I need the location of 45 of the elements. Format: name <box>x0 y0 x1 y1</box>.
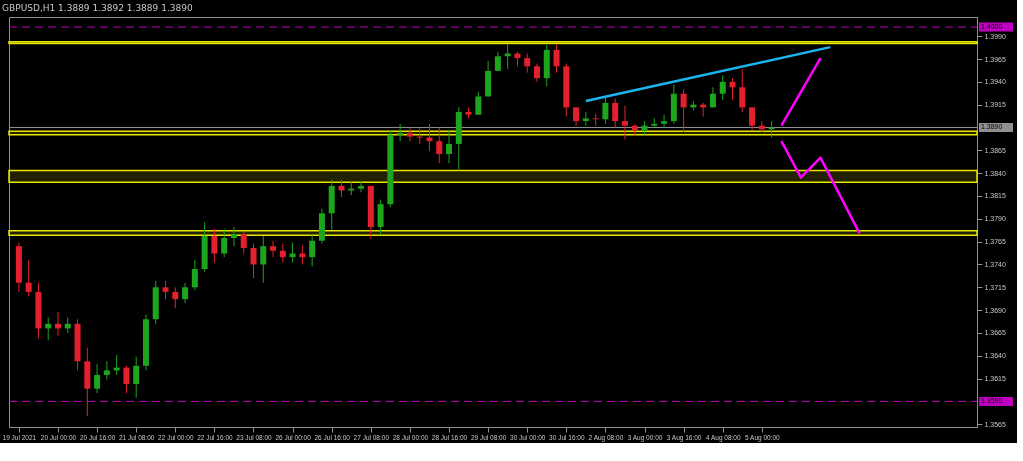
candlestick <box>211 228 218 264</box>
candlestick <box>230 226 237 247</box>
candlestick <box>553 43 560 74</box>
candlestick <box>250 242 257 279</box>
candlestick <box>172 286 179 309</box>
candlestick <box>582 111 589 127</box>
candlestick <box>279 242 286 264</box>
candlestick <box>406 126 413 142</box>
candlestick <box>446 129 453 164</box>
candlestick <box>416 126 423 145</box>
candlestick <box>191 259 198 291</box>
candlestick <box>260 235 267 284</box>
chart-title: GBPUSD,H1 1.3889 1.3892 1.3889 1.3890 <box>2 3 193 13</box>
candlestick <box>475 91 482 116</box>
candlestick <box>309 233 316 267</box>
candlestick <box>436 126 443 164</box>
candlestick <box>25 259 32 297</box>
candlestick <box>377 199 384 235</box>
candlestick <box>133 356 140 399</box>
candlestick <box>494 51 501 72</box>
candlestick <box>739 68 746 113</box>
candlestick <box>621 105 628 140</box>
line-series <box>780 139 861 235</box>
candlestick <box>162 280 169 300</box>
candlestick <box>240 231 247 254</box>
candlestick <box>270 240 277 258</box>
candlestick <box>573 106 580 127</box>
candlestick <box>533 63 540 83</box>
candlestick <box>358 180 365 193</box>
candlestick <box>661 114 668 128</box>
candlestick <box>768 120 775 139</box>
candlestick <box>719 74 726 101</box>
candlestick <box>680 88 687 133</box>
candlestick <box>397 123 404 142</box>
candlestick <box>94 363 101 394</box>
candlestick <box>123 365 130 394</box>
candlestick <box>602 95 609 125</box>
candlestick <box>524 53 531 74</box>
candlestick <box>592 113 599 127</box>
candlestick <box>182 282 189 304</box>
candlestick <box>749 106 756 131</box>
candlestick <box>729 77 736 101</box>
candlestick <box>612 97 619 128</box>
candlestick <box>221 228 228 258</box>
candlestick <box>103 360 110 381</box>
